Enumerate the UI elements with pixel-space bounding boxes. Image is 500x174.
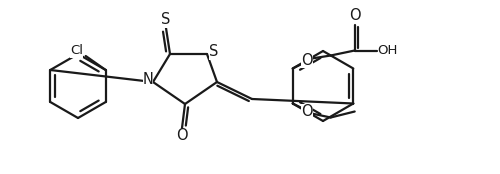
Text: S: S	[162, 13, 170, 27]
Text: O: O	[349, 8, 360, 23]
Text: OH: OH	[378, 44, 398, 57]
Text: Cl: Cl	[70, 45, 83, 57]
Text: N: N	[142, 72, 154, 86]
Text: S: S	[210, 45, 218, 60]
Text: O: O	[301, 104, 312, 119]
Text: O: O	[301, 53, 312, 68]
Text: O: O	[176, 129, 188, 144]
